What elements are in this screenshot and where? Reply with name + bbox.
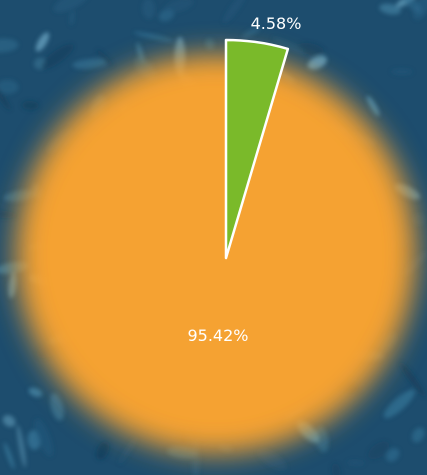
background-leaf xyxy=(0,79,19,94)
background-leaf xyxy=(413,0,427,20)
background-leaf xyxy=(315,426,329,453)
background-leaf xyxy=(346,460,365,466)
background-leaf xyxy=(34,418,53,457)
background-leaf xyxy=(3,442,15,470)
background-leaf xyxy=(272,37,306,53)
background-leaf xyxy=(8,272,17,299)
background-leaf xyxy=(142,0,155,19)
background-leaf xyxy=(2,415,16,427)
background-leaf xyxy=(307,55,327,70)
slice-label-green: 4.58% xyxy=(251,14,302,33)
background-leaf xyxy=(412,213,426,226)
background-leaf xyxy=(205,38,215,51)
background-leaf xyxy=(53,0,90,13)
background-leaf xyxy=(383,389,415,419)
background-leaf xyxy=(96,49,113,67)
pie-labels: 4.58% 95.42% xyxy=(187,14,301,345)
background-leaf xyxy=(69,10,75,26)
background-leaf xyxy=(22,100,39,110)
background-leaf xyxy=(16,424,26,468)
background-leaf xyxy=(133,31,174,42)
background-leaf xyxy=(72,58,108,69)
background-leaf xyxy=(0,210,18,218)
background-leaf xyxy=(163,0,194,13)
pie-slices xyxy=(224,38,290,260)
background-leaf xyxy=(0,38,19,53)
background-leaf xyxy=(0,83,11,110)
slice-label-orange: 95.42% xyxy=(187,326,248,345)
background-leaf xyxy=(50,393,64,421)
pie-glow xyxy=(16,54,416,454)
background-leaf xyxy=(96,441,110,460)
pie-slice-green xyxy=(224,38,290,260)
background-leaf xyxy=(223,0,247,24)
background-leaf xyxy=(41,44,74,70)
background-leaf xyxy=(368,441,390,460)
background-leaf xyxy=(411,427,425,443)
background-leaf xyxy=(118,437,137,464)
background-leaf xyxy=(379,3,401,15)
background-leaf xyxy=(257,448,287,471)
background-leaf xyxy=(399,362,426,397)
background-leaf xyxy=(366,95,380,117)
background-leaf xyxy=(35,32,50,52)
background-leaf xyxy=(28,387,43,397)
background-leaf xyxy=(386,448,400,462)
background-leaf xyxy=(391,68,413,75)
background-leaf xyxy=(242,26,261,38)
